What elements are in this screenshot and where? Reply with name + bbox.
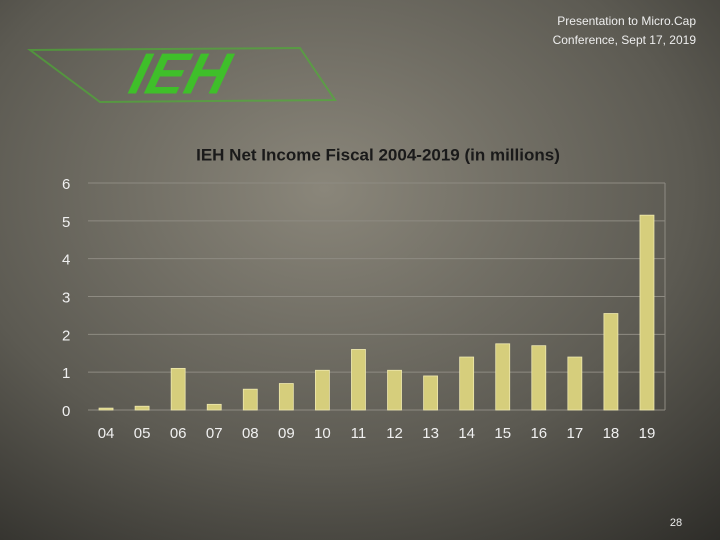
x-tick-label: 18 bbox=[603, 425, 620, 442]
x-tick-label: 10 bbox=[314, 425, 331, 442]
header-line: Presentation to Micro.Cap bbox=[557, 14, 696, 28]
bar bbox=[495, 343, 511, 411]
x-tick-label: 08 bbox=[242, 425, 259, 442]
bar bbox=[459, 356, 475, 411]
y-tick-label: 5 bbox=[62, 214, 70, 231]
bar bbox=[170, 367, 186, 411]
x-tick-label: 04 bbox=[98, 425, 115, 442]
logo: IEH bbox=[123, 41, 238, 106]
x-tick-label: 11 bbox=[351, 425, 367, 442]
x-tick-label: 14 bbox=[458, 425, 475, 442]
y-tick-label: 1 bbox=[62, 365, 70, 382]
x-tick-label: 19 bbox=[639, 425, 656, 442]
bar bbox=[242, 388, 258, 411]
bar bbox=[387, 369, 402, 411]
x-tick-label: 07 bbox=[206, 425, 223, 442]
bar bbox=[423, 375, 438, 411]
logo-swoosh bbox=[27, 46, 337, 104]
bar bbox=[315, 369, 330, 411]
x-tick-label: 15 bbox=[494, 425, 511, 442]
page-number: 28 bbox=[670, 517, 682, 529]
x-tick-label: 09 bbox=[278, 425, 295, 442]
bar bbox=[603, 313, 619, 411]
bar bbox=[278, 383, 294, 411]
x-tick-label: 12 bbox=[386, 425, 403, 442]
bar bbox=[639, 214, 655, 411]
bar bbox=[206, 403, 222, 411]
chart-title: IEH Net Income Fiscal 2004-2019 (in mill… bbox=[196, 145, 560, 164]
y-tick-label: 0 bbox=[62, 403, 70, 420]
x-tick-label: 17 bbox=[567, 425, 584, 442]
x-tick-label: 16 bbox=[530, 425, 547, 442]
y-tick-label: 2 bbox=[62, 327, 70, 344]
bar bbox=[134, 405, 150, 411]
bar bbox=[531, 345, 547, 411]
y-tick-label: 3 bbox=[62, 289, 70, 306]
bar bbox=[567, 356, 583, 411]
x-tick-label: 05 bbox=[134, 425, 151, 442]
bar bbox=[98, 407, 114, 411]
y-tick-label: 4 bbox=[62, 252, 70, 269]
x-tick-label: 06 bbox=[170, 425, 187, 442]
bar bbox=[351, 349, 366, 411]
x-tick-label: 13 bbox=[422, 425, 439, 442]
y-tick-label: 6 bbox=[62, 176, 70, 193]
header-line: Conference, Sept 17, 2019 bbox=[553, 33, 697, 47]
